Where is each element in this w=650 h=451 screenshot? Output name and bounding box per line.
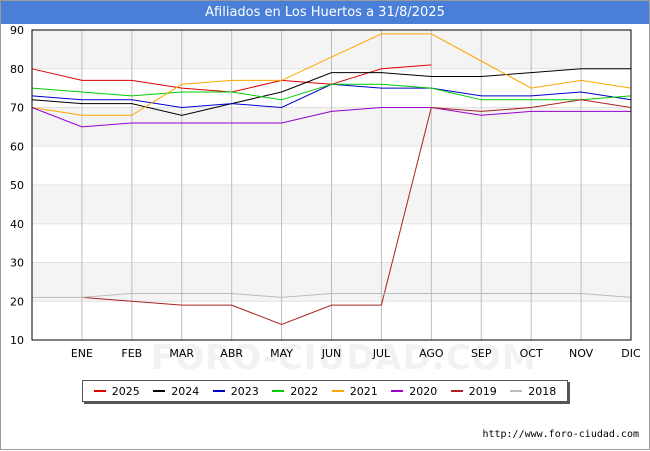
plot-frame bbox=[31, 29, 632, 341]
legend-swatch bbox=[331, 390, 344, 392]
series-lines bbox=[31, 33, 632, 326]
y-tick-labels: 10 20 30 40 50 60 70 80 90 bbox=[10, 24, 24, 347]
legend-label: 2019 bbox=[468, 384, 497, 398]
series-line-2020 bbox=[31, 107, 631, 128]
y-tick-label: 90 bbox=[10, 24, 24, 37]
legend-item-2019: 2019 bbox=[450, 384, 497, 398]
y-tick-label: 40 bbox=[10, 218, 24, 231]
source-url: http://www.foro-ciudad.com bbox=[482, 429, 639, 440]
x-tick-label: FEB bbox=[121, 347, 142, 360]
legend-swatch bbox=[93, 390, 106, 392]
legend-label: 2018 bbox=[528, 384, 557, 398]
series-line-2019 bbox=[81, 99, 632, 326]
y-tick-label: 80 bbox=[10, 63, 24, 76]
legend-label: 2021 bbox=[349, 384, 378, 398]
series-line-2024 bbox=[31, 68, 631, 116]
legend-label: 2023 bbox=[230, 384, 259, 398]
legend-item-2018: 2018 bbox=[510, 385, 556, 398]
legend-swatch bbox=[153, 390, 166, 392]
legend-swatch bbox=[212, 390, 225, 392]
x-tick-label: MAY bbox=[270, 347, 293, 360]
y-tick-label: 50 bbox=[10, 179, 24, 192]
legend-item-2025: 2025 bbox=[93, 384, 140, 398]
legend-swatch bbox=[510, 390, 523, 392]
y-tick-label: 70 bbox=[10, 102, 24, 115]
x-tick-label: ENE bbox=[71, 347, 93, 360]
chart-legend: 2025 2024 2023 2022 2021 2020 2019 2018 bbox=[82, 380, 568, 402]
x-tick-label: DIC bbox=[621, 347, 641, 360]
series-line-2022 bbox=[31, 83, 632, 101]
x-tick-labels: ENE FEB MAR ABR MAY JUN JUL AGO SEP OCT NOV DIC bbox=[71, 347, 641, 360]
y-tick-label: 20 bbox=[10, 295, 24, 308]
series-line-2021 bbox=[31, 33, 632, 116]
legend-label: 2022 bbox=[290, 384, 319, 398]
series-line-2018 bbox=[32, 293, 632, 298]
x-tick-label: MAR bbox=[169, 347, 194, 360]
legend-item-2024: 2024 bbox=[153, 385, 199, 398]
legend-item-2021: 2021 bbox=[331, 384, 378, 398]
y-tick-label: 10 bbox=[10, 334, 24, 347]
x-tick-label: NOV bbox=[569, 347, 594, 360]
watermark: FORO-CIUDAD.COM bbox=[151, 338, 537, 378]
legend-item-2020: 2020 bbox=[391, 385, 437, 398]
x-tick-label: ABR bbox=[220, 347, 243, 360]
legend-label: 2025 bbox=[111, 384, 140, 398]
legend-swatch bbox=[391, 390, 404, 392]
legend-swatch bbox=[450, 390, 463, 392]
legend-label: 2020 bbox=[409, 384, 438, 398]
x-tick-label: JUL bbox=[372, 347, 391, 360]
x-tick-label: SEP bbox=[471, 347, 492, 360]
legend-swatch bbox=[272, 390, 285, 392]
legend-item-2022: 2022 bbox=[272, 385, 318, 398]
x-tick-label: JUN bbox=[321, 347, 342, 360]
chart-title: Afiliados en Los Huertos a 31/8/2025 bbox=[1, 1, 649, 24]
legend-label: 2024 bbox=[171, 384, 200, 398]
x-tick-label: OCT bbox=[520, 347, 543, 360]
legend-item-2023: 2023 bbox=[212, 384, 259, 398]
x-tick-label: AGO bbox=[419, 347, 444, 360]
y-tick-label: 60 bbox=[10, 140, 24, 153]
y-tick-label: 30 bbox=[10, 257, 24, 270]
